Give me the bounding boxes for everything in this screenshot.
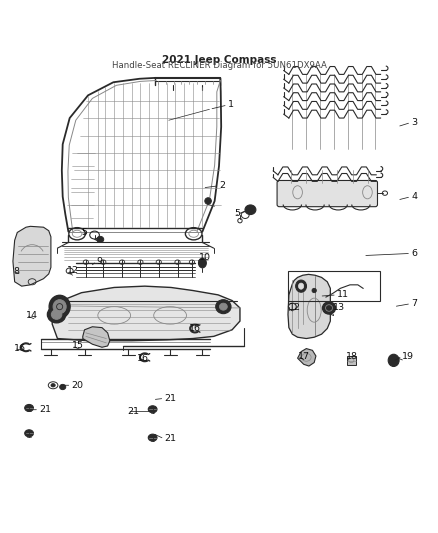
Ellipse shape	[205, 198, 212, 204]
Text: 21: 21	[164, 434, 177, 443]
Text: 1: 1	[228, 100, 234, 109]
Ellipse shape	[322, 302, 336, 314]
Text: 20: 20	[71, 381, 83, 390]
Text: 2021 Jeep Compass: 2021 Jeep Compass	[162, 55, 276, 64]
FancyBboxPatch shape	[347, 356, 356, 365]
Ellipse shape	[298, 283, 304, 289]
Ellipse shape	[198, 258, 206, 268]
Text: 13: 13	[332, 303, 345, 312]
Ellipse shape	[388, 354, 399, 367]
Text: 8: 8	[13, 267, 19, 276]
Ellipse shape	[296, 280, 307, 292]
Text: 21: 21	[164, 394, 177, 403]
Text: 21: 21	[39, 405, 51, 414]
Text: 5: 5	[234, 209, 240, 218]
Ellipse shape	[312, 288, 316, 293]
Text: 2: 2	[219, 181, 225, 190]
Polygon shape	[52, 286, 240, 341]
Polygon shape	[297, 349, 316, 366]
Text: Handle-Seat RECLINER Diagram for 5UN61DX9AA: Handle-Seat RECLINER Diagram for 5UN61DX…	[112, 61, 326, 70]
Ellipse shape	[219, 303, 227, 310]
Text: 11: 11	[337, 290, 349, 300]
Text: 9: 9	[97, 257, 103, 266]
Ellipse shape	[216, 300, 231, 313]
Text: 5: 5	[81, 228, 88, 237]
Text: 18: 18	[346, 351, 357, 360]
Ellipse shape	[148, 406, 157, 413]
Text: 15: 15	[71, 342, 83, 351]
Ellipse shape	[51, 310, 62, 319]
Polygon shape	[278, 182, 377, 205]
Text: 3: 3	[411, 118, 417, 127]
FancyBboxPatch shape	[277, 181, 378, 207]
Text: 7: 7	[411, 299, 417, 308]
Ellipse shape	[49, 295, 70, 318]
Polygon shape	[288, 274, 330, 338]
Text: 16: 16	[14, 344, 26, 353]
Polygon shape	[83, 327, 110, 348]
Text: 17: 17	[297, 351, 310, 360]
Ellipse shape	[60, 384, 66, 390]
Ellipse shape	[25, 430, 33, 437]
Polygon shape	[13, 227, 51, 286]
Ellipse shape	[97, 236, 104, 243]
Ellipse shape	[53, 300, 66, 313]
Ellipse shape	[148, 434, 157, 441]
Text: 16: 16	[137, 354, 149, 362]
Text: 19: 19	[403, 351, 414, 360]
Text: 12: 12	[67, 266, 79, 276]
Text: 10: 10	[199, 253, 212, 262]
Text: 14: 14	[26, 311, 38, 320]
Ellipse shape	[51, 384, 55, 387]
Text: 12: 12	[289, 303, 301, 312]
Ellipse shape	[245, 205, 256, 215]
Ellipse shape	[47, 306, 66, 323]
Text: 21: 21	[127, 407, 139, 416]
Text: 4: 4	[411, 192, 417, 201]
Text: 16: 16	[188, 324, 201, 333]
Ellipse shape	[25, 405, 33, 411]
Text: 6: 6	[411, 249, 417, 258]
